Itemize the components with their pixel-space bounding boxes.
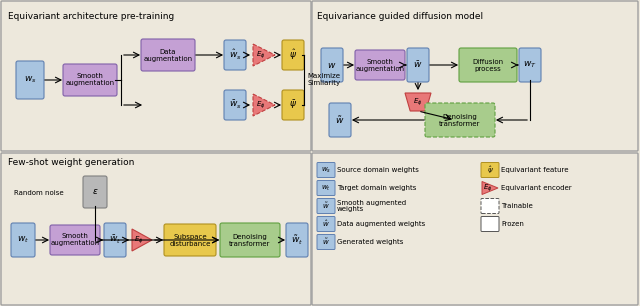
Text: Denoising
transformer: Denoising transformer [439,114,481,126]
Text: Denoising
transformer: Denoising transformer [229,233,271,247]
Text: Data augmented weights: Data augmented weights [337,221,425,227]
Text: $\tilde{w}$: $\tilde{w}$ [335,114,345,126]
FancyBboxPatch shape [317,162,335,177]
FancyBboxPatch shape [224,40,246,70]
FancyBboxPatch shape [141,39,195,71]
Text: $w_t$: $w_t$ [17,235,29,245]
Polygon shape [253,44,275,66]
Polygon shape [405,93,431,111]
Text: Smooth
augmentation: Smooth augmentation [65,73,115,87]
FancyBboxPatch shape [355,50,405,80]
Text: $\hat{\psi}$: $\hat{\psi}$ [289,48,297,62]
Text: $\bar{w}_s$: $\bar{w}_s$ [228,99,241,111]
FancyBboxPatch shape [481,217,499,232]
FancyBboxPatch shape [317,181,335,196]
Text: Random noise: Random noise [14,190,63,196]
Text: Few-shot weight generation: Few-shot weight generation [8,158,134,167]
Text: $E_\phi$: $E_\phi$ [256,49,266,61]
Polygon shape [253,94,275,116]
FancyBboxPatch shape [312,1,638,151]
FancyBboxPatch shape [282,90,304,120]
Text: $\hat{w}$: $\hat{w}$ [322,219,330,229]
FancyBboxPatch shape [481,199,499,214]
Text: $E_\phi$: $E_\phi$ [134,234,144,246]
Text: Generated weights: Generated weights [337,239,403,245]
Text: Subspace
disturbance: Subspace disturbance [170,233,211,247]
FancyBboxPatch shape [481,162,499,177]
FancyBboxPatch shape [519,48,541,82]
FancyBboxPatch shape [164,224,216,256]
FancyBboxPatch shape [317,199,335,214]
Text: $\tilde{w}_t$: $\tilde{w}_t$ [291,233,303,247]
FancyBboxPatch shape [50,225,100,255]
Text: Smooth augmented
weights: Smooth augmented weights [337,200,406,212]
FancyBboxPatch shape [104,223,126,257]
Text: $w_t$: $w_t$ [321,183,331,192]
FancyBboxPatch shape [312,153,638,305]
FancyBboxPatch shape [220,223,280,257]
FancyBboxPatch shape [317,234,335,249]
Text: $\bar{w}_t$: $\bar{w}_t$ [109,234,121,246]
Text: $\bar{w}$: $\bar{w}$ [413,60,422,70]
Text: Frozen: Frozen [501,221,524,227]
Text: Equivariant feature: Equivariant feature [501,167,568,173]
Text: $\tilde{w}$: $\tilde{w}$ [322,201,330,211]
Text: $\hat{\psi}$: $\hat{\psi}$ [486,164,493,176]
Text: Smooth
augmentation: Smooth augmentation [355,58,404,72]
Text: Equivariance guided diffusion model: Equivariance guided diffusion model [317,12,483,21]
Text: $\epsilon$: $\epsilon$ [92,188,99,196]
FancyBboxPatch shape [63,64,117,96]
Polygon shape [132,229,152,251]
FancyBboxPatch shape [321,48,343,82]
FancyBboxPatch shape [317,217,335,232]
FancyBboxPatch shape [83,176,107,208]
Text: $E_\phi$: $E_\phi$ [413,96,423,108]
Text: Equivariant encoder: Equivariant encoder [501,185,572,191]
Polygon shape [482,181,498,195]
Text: $w_s$: $w_s$ [321,166,331,175]
Text: $E_\phi$: $E_\phi$ [256,99,266,111]
Text: $\bar{\psi}$: $\bar{\psi}$ [289,99,297,111]
Text: Trainable: Trainable [501,203,532,209]
Text: Diffusion
process: Diffusion process [472,58,504,72]
FancyBboxPatch shape [11,223,35,257]
FancyBboxPatch shape [282,40,304,70]
FancyBboxPatch shape [407,48,429,82]
Text: Maximize
Similarity: Maximize Similarity [307,73,340,87]
FancyBboxPatch shape [459,48,517,82]
Text: $w$: $w$ [327,61,337,69]
FancyBboxPatch shape [1,1,311,151]
Text: Target domain weights: Target domain weights [337,185,417,191]
Text: Source domain weights: Source domain weights [337,167,419,173]
FancyBboxPatch shape [224,90,246,120]
FancyBboxPatch shape [16,61,44,99]
Text: Data
augmentation: Data augmentation [143,48,193,62]
Text: $\hat{w}_s$: $\hat{w}_s$ [228,48,241,62]
Text: $w_T$: $w_T$ [523,60,537,70]
FancyBboxPatch shape [1,153,311,305]
Text: $w_s$: $w_s$ [24,75,36,85]
Text: $\tilde{w}$: $\tilde{w}$ [322,237,330,247]
FancyBboxPatch shape [425,103,495,137]
Text: $E_\phi$: $E_\phi$ [483,182,493,194]
Text: Equivariant architecture pre-training: Equivariant architecture pre-training [8,12,174,21]
FancyBboxPatch shape [329,103,351,137]
Text: Smooth
augmentation: Smooth augmentation [51,233,100,247]
FancyBboxPatch shape [286,223,308,257]
